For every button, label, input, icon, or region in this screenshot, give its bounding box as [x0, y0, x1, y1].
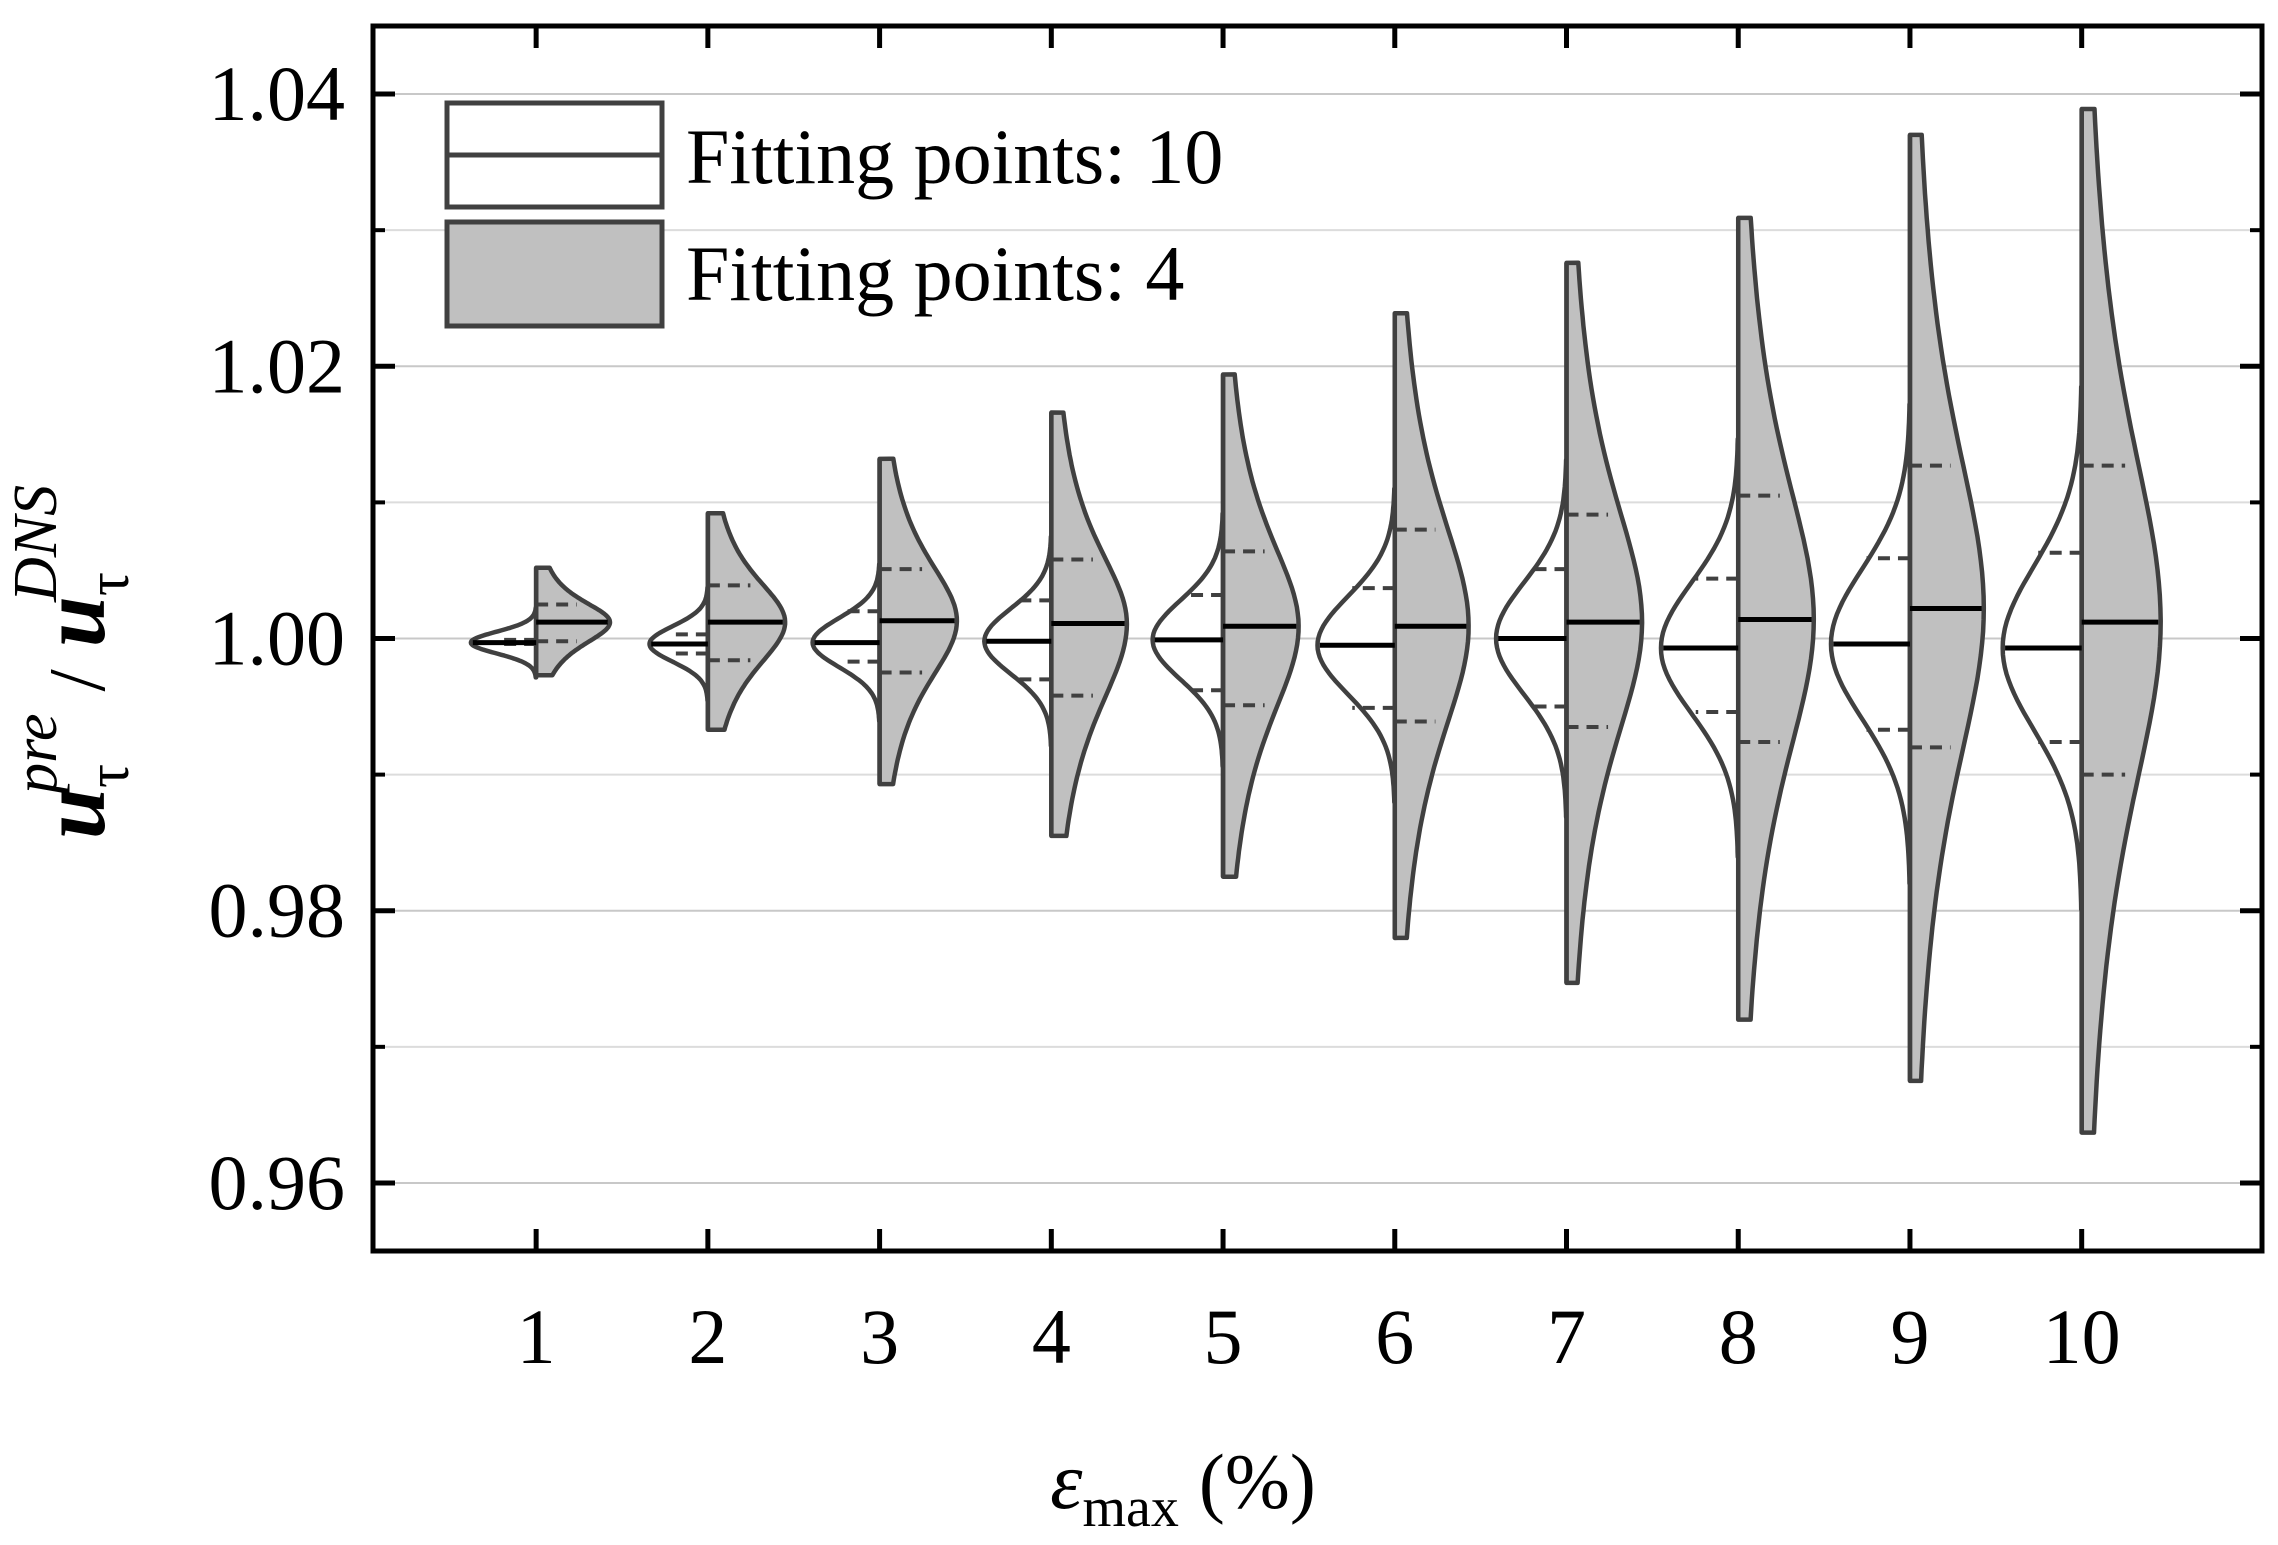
y-title-tau2: τ: [75, 572, 141, 596]
axis-ticks: [373, 26, 2262, 1251]
y-axis-title: uτpre/uτDNS: [2, 485, 141, 839]
medians-quartiles: [472, 463, 2159, 777]
x-title-epsilon: ε: [1050, 1435, 1083, 1526]
x-tick-label: 9: [1890, 1293, 1929, 1380]
y-tick-label: 1.04: [209, 50, 346, 137]
x-title-unit: (%): [1199, 1438, 1316, 1525]
x-tick-label: 8: [1719, 1293, 1758, 1380]
x-tick-label: 2: [688, 1293, 727, 1380]
x-title-subscript: max: [1082, 1477, 1178, 1539]
x-tick-label: 5: [1204, 1293, 1243, 1380]
x-tick-label: 10: [2043, 1293, 2121, 1380]
y-title-u1: u: [22, 788, 124, 839]
x-tick-label: 4: [1032, 1293, 1071, 1380]
y-title-dns: DNS: [2, 485, 70, 603]
y-title-tau1: τ: [75, 764, 141, 788]
x-tick-label: 7: [1547, 1293, 1586, 1380]
y-tick-labels: 0.96 0.98 1.00 1.02 1.04: [209, 50, 346, 1226]
y-title-u2: u: [22, 596, 124, 647]
x-tick-label: 3: [860, 1293, 899, 1380]
legend: Fitting points: 10 Fitting points: 4: [444, 100, 1223, 329]
x-tick-label: 1: [517, 1293, 556, 1380]
legend-label-fp10: Fitting points: 10: [686, 113, 1223, 200]
y-tick-label: 0.96: [209, 1139, 346, 1226]
y-tick-label: 1.02: [209, 322, 346, 409]
y-title-slash: /: [34, 669, 122, 692]
x-tick-labels: 1 2 3 4 5 6 7 8 9 10: [517, 1293, 2121, 1380]
y-title-pre: pre: [2, 714, 70, 798]
x-tick-label: 6: [1375, 1293, 1414, 1380]
y-tick-label: 1.00: [209, 595, 346, 682]
y-tick-label: 0.98: [209, 867, 346, 954]
legend-label-fp4: Fitting points: 4: [686, 230, 1184, 317]
legend-swatch-fp4: [444, 219, 665, 329]
x-axis-title: εmax (%): [1050, 1435, 1316, 1539]
